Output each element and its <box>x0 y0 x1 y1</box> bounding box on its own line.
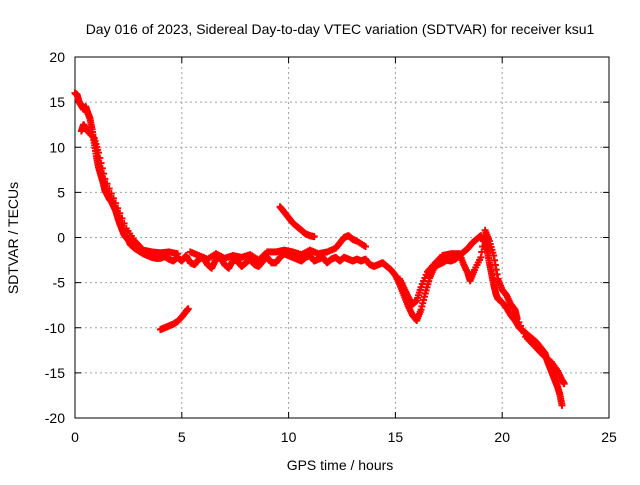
axis-ticks: 0 5 10 15 20 25 -20 -15 -10 -5 0 5 10 15 20 <box>45 49 617 445</box>
data-point-fill <box>120 219 128 227</box>
y-tick-label: 15 <box>49 94 65 110</box>
data-point-fill <box>96 154 104 162</box>
x-axis-label: GPS time / hours <box>287 457 394 473</box>
data-point <box>184 305 192 313</box>
y-tick-label: -15 <box>45 365 65 381</box>
data-point-fill <box>103 180 111 188</box>
data-point <box>112 199 120 207</box>
y-tick-label: 0 <box>57 230 65 246</box>
data-point <box>310 233 318 241</box>
data-points <box>71 89 568 409</box>
x-tick-label: 0 <box>71 429 79 445</box>
data-point-fill <box>118 214 126 222</box>
y-tick-label: -10 <box>45 320 65 336</box>
data-point <box>560 380 568 388</box>
y-tick-label: 20 <box>49 49 65 65</box>
data-point-fill <box>107 189 115 197</box>
y-axis-label: SDTVAR / TECUs <box>5 182 21 294</box>
data-point-fill <box>100 170 108 178</box>
data-point-fill <box>109 194 117 202</box>
x-tick-label: 15 <box>388 429 404 445</box>
y-tick-label: -5 <box>53 275 66 291</box>
data-point <box>174 250 182 258</box>
data-point <box>513 315 521 323</box>
data-point <box>361 243 369 251</box>
data-point-fill <box>98 164 106 172</box>
chart-title: Day 016 of 2023, Sidereal Day-to-day VTE… <box>86 21 595 37</box>
series-group <box>77 121 568 388</box>
series-group <box>276 203 318 241</box>
data-point-fill <box>116 209 124 217</box>
data-point-fill <box>105 185 113 193</box>
data-point-fill <box>518 326 526 334</box>
series-group <box>71 89 566 409</box>
data-point-fill <box>517 322 525 330</box>
data-point <box>558 401 566 409</box>
data-point-fill <box>515 318 523 326</box>
data-point-fill <box>97 159 105 167</box>
x-tick-label: 20 <box>494 429 510 445</box>
x-tick-label: 10 <box>281 429 297 445</box>
data-point <box>94 149 102 157</box>
y-tick-label: 5 <box>57 184 65 200</box>
x-tick-label: 5 <box>178 429 186 445</box>
x-tick-label: 25 <box>601 429 617 445</box>
data-point-fill <box>520 329 528 337</box>
y-tick-label: -20 <box>45 410 65 426</box>
series-group <box>156 305 192 334</box>
data-point-fill <box>114 204 122 212</box>
y-tick-label: 10 <box>49 139 65 155</box>
data-point <box>101 175 109 183</box>
